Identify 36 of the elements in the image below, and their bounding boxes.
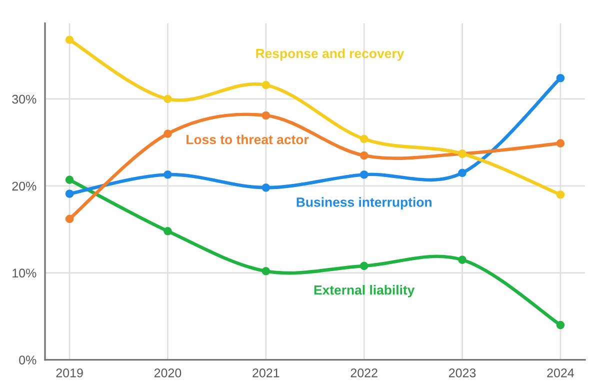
- point: [556, 190, 565, 199]
- point: [262, 184, 270, 192]
- series-label: External liability: [314, 284, 415, 298]
- point: [458, 256, 466, 264]
- point: [164, 226, 172, 236]
- point: [164, 130, 172, 138]
- series-label: Response and recovery: [256, 48, 404, 61]
- point: [164, 94, 172, 104]
- series-label: Loss to threat actor: [186, 134, 309, 144]
- point: [360, 262, 368, 270]
- point: [556, 320, 565, 330]
- point: [262, 111, 270, 120]
- point: [556, 74, 565, 82]
- point: [164, 170, 172, 179]
- point: [360, 151, 368, 160]
- point: [360, 134, 368, 144]
- point: [262, 266, 270, 276]
- y-tick-label: 20%: [12, 182, 36, 191]
- x-tick-label: 2020: [154, 368, 182, 378]
- x-tick-label: 2022: [350, 368, 378, 378]
- x-tick-label: 2024: [547, 368, 574, 378]
- x-tick-label: 2019: [56, 368, 83, 378]
- point: [458, 168, 466, 178]
- point: [65, 36, 74, 44]
- y-tick-label: 30%: [12, 94, 36, 104]
- point: [65, 190, 74, 198]
- point: [65, 214, 74, 224]
- point: [262, 80, 270, 90]
- y-tick-label: 10%: [12, 268, 36, 278]
- series-label: Business interruption: [296, 197, 432, 210]
- point: [360, 170, 368, 179]
- x-tick-label: 2021: [252, 368, 280, 378]
- x-tick-label: 2023: [449, 368, 476, 378]
- y-tick-label: 0%: [19, 356, 36, 364]
- point: [556, 139, 565, 148]
- point: [65, 176, 74, 184]
